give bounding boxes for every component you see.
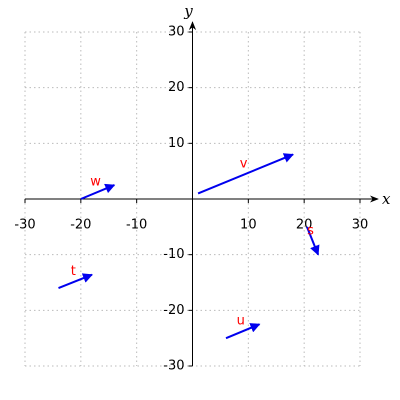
vectors: v w t u s bbox=[58, 153, 320, 340]
x-tick-label: -30 bbox=[14, 218, 35, 233]
y-tick-label: -20 bbox=[163, 303, 184, 318]
x-tick-label: 10 bbox=[240, 218, 257, 233]
vector-arrow bbox=[225, 323, 261, 340]
y-tick-label: -30 bbox=[163, 359, 184, 374]
y-tick-label: -10 bbox=[163, 247, 184, 262]
x-axis-label: x bbox=[382, 190, 391, 208]
vector-arrow bbox=[306, 226, 320, 256]
y-tick-label: 10 bbox=[168, 136, 185, 151]
vector-arrow bbox=[197, 153, 294, 195]
vector-label: v bbox=[240, 156, 248, 171]
y-tick-label: 20 bbox=[168, 80, 185, 95]
vector-arrow bbox=[58, 273, 93, 289]
y-tick-label: 30 bbox=[168, 25, 185, 40]
vector-label: t bbox=[71, 264, 76, 279]
vector-label: u bbox=[237, 314, 245, 329]
vector-arrow bbox=[80, 183, 116, 200]
x-tick-label: -20 bbox=[70, 218, 91, 233]
x-tick-label: -10 bbox=[126, 218, 147, 233]
vector-label: w bbox=[90, 175, 101, 190]
x-tick-label: 30 bbox=[352, 218, 369, 233]
vector-label: s bbox=[307, 223, 314, 238]
y-axis-label: y bbox=[183, 2, 193, 20]
